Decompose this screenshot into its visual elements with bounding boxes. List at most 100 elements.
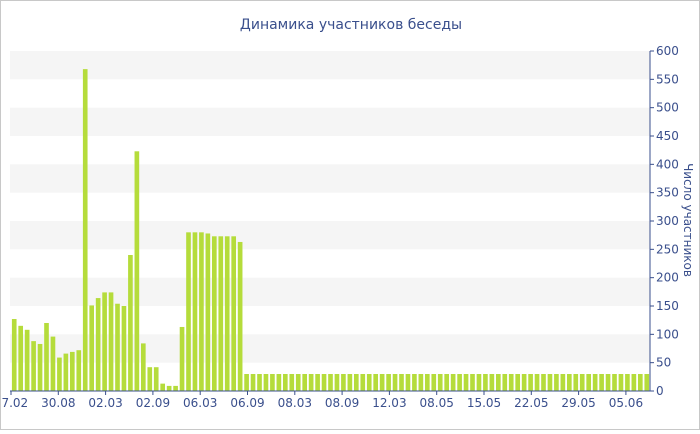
y-tick-label: 150	[656, 299, 679, 313]
bar	[470, 374, 475, 391]
grid-band	[10, 51, 650, 80]
x-tick-label: 08.09	[325, 396, 359, 410]
bar	[334, 374, 340, 391]
x-tick-label: 05.06	[609, 396, 643, 410]
bar	[173, 385, 178, 391]
bar	[566, 374, 572, 391]
bar	[515, 374, 521, 391]
bar	[128, 255, 133, 391]
bar	[573, 374, 579, 391]
bar	[341, 374, 346, 391]
bar	[418, 374, 424, 391]
x-tick-label: 02.03	[88, 396, 122, 410]
bar	[437, 374, 443, 391]
bar	[315, 374, 320, 391]
bar	[373, 374, 379, 391]
bar	[302, 374, 308, 391]
bar	[76, 350, 82, 391]
y-tick-label: 250	[656, 242, 679, 256]
bar	[179, 326, 185, 391]
bar	[205, 233, 211, 391]
x-tick-label: 29.05	[561, 396, 595, 410]
bar	[412, 374, 417, 391]
bar	[257, 374, 262, 391]
grid-band	[10, 221, 650, 250]
bar	[57, 357, 62, 391]
bar	[270, 374, 275, 391]
bar	[115, 303, 120, 391]
x-tick-label: 06.09	[230, 396, 264, 410]
bar	[495, 374, 501, 391]
bar	[140, 343, 146, 391]
x-tick-label: 15.05	[467, 396, 501, 410]
y-tick-labels: 0 50 100 150 200 250 300 350 400 450 500 550 600	[656, 44, 679, 398]
x-tick-label: 08.05	[420, 396, 454, 410]
bar	[592, 374, 598, 391]
bar	[625, 374, 630, 391]
bar	[263, 374, 269, 391]
bar	[24, 329, 30, 391]
bar	[102, 292, 107, 391]
y-tick-label: 550	[656, 72, 679, 86]
grid-band	[10, 277, 650, 306]
y-tick-label: 400	[656, 157, 679, 171]
bar	[476, 374, 482, 391]
bar	[399, 374, 404, 391]
x-tick-label: 30.08	[41, 396, 75, 410]
bar	[295, 374, 301, 391]
bar	[444, 374, 450, 391]
bar	[431, 374, 437, 391]
bar	[405, 374, 411, 391]
bar	[321, 374, 327, 391]
bar	[18, 325, 24, 391]
bar	[308, 374, 314, 391]
y-tick-label: 300	[656, 214, 679, 228]
bar	[82, 69, 88, 391]
x-tick-label: 27.02	[1, 396, 28, 410]
y-tick-label: 600	[656, 44, 679, 58]
bar	[211, 236, 217, 391]
bar	[457, 374, 462, 391]
axes	[10, 50, 654, 395]
bar	[612, 374, 617, 391]
bar	[353, 374, 359, 391]
bar	[599, 374, 604, 391]
bar	[237, 241, 243, 391]
y-tick-label: 50	[656, 356, 671, 370]
bars	[11, 69, 650, 391]
bar	[153, 367, 159, 391]
bar	[218, 236, 224, 391]
bar	[631, 374, 637, 391]
grid-band	[10, 107, 650, 136]
bar	[463, 374, 469, 391]
bar	[231, 236, 237, 391]
x-tick-label: 02.09	[136, 396, 170, 410]
y-tick-label: 200	[656, 271, 679, 285]
bar	[69, 351, 75, 391]
chart-title: Динамика участников беседы	[240, 17, 462, 33]
bar	[44, 323, 49, 391]
bar	[489, 374, 495, 391]
bar	[502, 374, 508, 391]
y-tick-label: 450	[656, 129, 679, 143]
bar	[586, 374, 592, 391]
bar	[560, 374, 566, 391]
bar	[166, 385, 172, 391]
bar	[108, 292, 114, 391]
bar	[521, 374, 527, 391]
x-tick-label: 08.03	[278, 396, 312, 410]
bar	[89, 305, 95, 391]
bar	[31, 341, 36, 391]
y-tick-label: 0	[656, 384, 664, 398]
bar	[244, 374, 249, 391]
bar	[618, 374, 624, 391]
bar	[605, 374, 611, 391]
bar	[95, 298, 101, 391]
bar	[579, 374, 585, 391]
bar	[50, 336, 56, 391]
x-tick-label: 22.05	[514, 396, 548, 410]
grid-band	[10, 164, 650, 193]
bar	[186, 232, 191, 391]
